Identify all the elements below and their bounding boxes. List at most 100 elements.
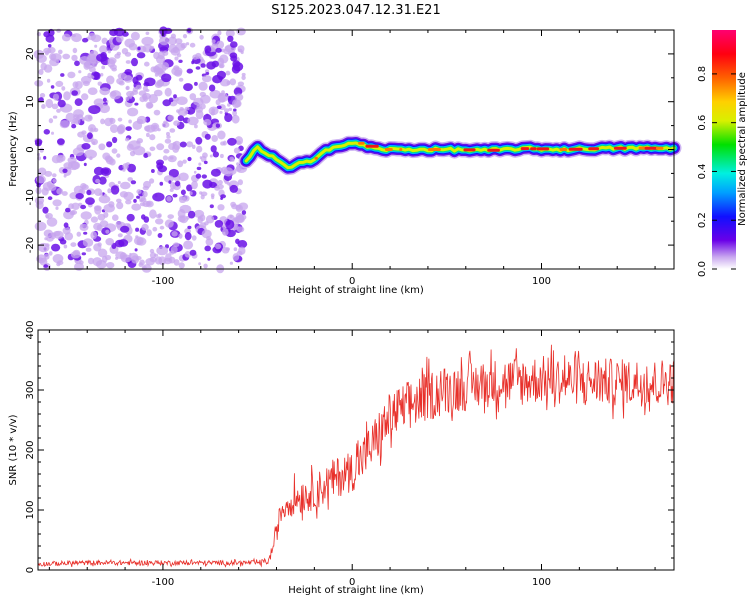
spectrogram-noise-blob <box>129 92 133 96</box>
spectrogram-noise-blob <box>56 188 64 195</box>
spectrogram-noise-blob <box>177 115 185 122</box>
spectrogram-noise-blob <box>174 56 179 61</box>
spectrogram-noise-blob <box>107 49 112 54</box>
spectrogram-noise-blob <box>164 87 172 97</box>
spectrogram-noise-blob <box>174 38 183 45</box>
spectrogram-peak <box>365 144 379 148</box>
spectrogram-noise-blob <box>236 162 240 166</box>
spectrogram-noise-blob <box>125 126 132 131</box>
spectrogram-noise-blob <box>233 247 238 252</box>
spectrogram-noise-blob <box>106 262 115 269</box>
snr-ytick-label: 400 <box>25 320 36 339</box>
spectrogram-peak <box>463 148 476 152</box>
spectrogram-noise-blob <box>142 185 149 191</box>
spectrogram-noise-blob <box>131 57 138 67</box>
spectrogram-noise-blob <box>98 176 107 185</box>
spectrogram-noise-blob <box>214 186 221 191</box>
spectrogram-noise-blob <box>36 54 47 63</box>
spectrogram-noise-blob <box>159 36 170 46</box>
spectrogram-noise-blob <box>235 204 242 211</box>
spectrogram-noise-blob <box>211 39 216 44</box>
spectrogram-noise-blob <box>127 223 131 228</box>
spectrogram-noise-blob <box>152 226 158 232</box>
spectrogram-noise-blob <box>162 155 168 161</box>
spectrogram-noise-blob <box>205 72 210 75</box>
spectrogram-noise-blob <box>150 122 160 132</box>
spectrogram-noise-blob <box>52 199 62 207</box>
spectrogram-noise-blob <box>55 206 59 210</box>
figure-title: S125.2023.047.12.31.E21 <box>271 3 440 18</box>
spectrogram-noise-blob <box>177 215 186 223</box>
spectrogram-noise-blob <box>153 109 161 116</box>
spectrogram-noise-blob <box>200 63 206 68</box>
spectrogram-noise-blob <box>100 72 104 77</box>
spectrogram-peak <box>399 148 403 151</box>
spectrogram-noise-blob <box>146 201 152 206</box>
spectrogram-noise-blob <box>101 255 108 263</box>
spectrogram-noise-blob <box>68 160 80 171</box>
spectrogram-noise-blob <box>120 225 130 233</box>
spectrogram-noise-blob <box>117 124 126 134</box>
spectrogram-noise-blob <box>178 59 183 63</box>
spectrogram-noise-blob <box>149 256 157 263</box>
spectrogram-noise-blob <box>88 105 101 115</box>
snr-ytick-label: 100 <box>25 500 36 519</box>
spectrogram-noise-blob <box>57 138 65 146</box>
snr-ytick-label: 300 <box>25 380 36 399</box>
spectrogram-noise-blob <box>136 115 147 125</box>
spectrogram-noise-blob <box>65 207 71 213</box>
spectrogram-noise-blob <box>144 61 150 67</box>
spectrogram-noise-blob <box>191 180 198 190</box>
spectrogram-noise-blob <box>89 66 96 73</box>
spectrogram-noise-blob <box>237 179 243 186</box>
spectrogram-noise-blob <box>50 85 55 89</box>
spectrogram-noise-blob <box>85 197 95 205</box>
spectrogram-noise-blob <box>203 263 208 269</box>
spectrogram-noise-blob <box>172 193 178 198</box>
spectrogram-noise-blob <box>151 169 155 173</box>
spectrogram-ytick-label: 10 <box>25 95 36 108</box>
spectrogram-noise-blob <box>60 73 65 77</box>
spectrogram-noise-blob <box>56 28 62 33</box>
spectrogram-noise-blob <box>43 264 49 268</box>
spectrogram-noise-blob <box>203 119 212 126</box>
spectrogram-noise-blob <box>79 56 90 65</box>
snr-background <box>38 330 674 570</box>
spectrogram-noise-blob <box>72 147 84 157</box>
spectrogram-noise-blob <box>196 145 203 153</box>
spectrogram-noise-blob <box>63 244 68 249</box>
spectrogram-noise-blob <box>228 107 233 111</box>
spectrogram-noise-blob <box>115 35 124 43</box>
spectrogram-noise-blob <box>57 260 64 266</box>
spectrogram-noise-blob <box>146 132 150 138</box>
spectrogram-noise-blob <box>198 262 202 266</box>
spectrogram-noise-blob <box>86 189 92 196</box>
spectrogram-noise-blob <box>155 218 164 225</box>
spectrogram-noise-blob <box>195 66 201 70</box>
spectrogram-peak <box>358 141 365 145</box>
spectrogram-noise-blob <box>105 229 110 234</box>
spectrogram-noise-blob <box>168 168 179 178</box>
spectrogram-noise-blob <box>43 129 50 135</box>
spectrogram-noise-blob <box>170 47 181 56</box>
spectrogram-noise-blob <box>125 96 130 102</box>
spectrogram-noise-blob <box>142 191 148 198</box>
spectrogram-noise-blob <box>127 107 139 117</box>
spectrogram-noise-blob <box>217 130 226 140</box>
spectrogram-noise-blob <box>116 51 122 56</box>
spectrogram-noise-blob <box>233 147 241 154</box>
spectrogram-noise-blob <box>45 212 53 219</box>
snr-series-line <box>37 344 675 568</box>
snr-panel: -100 0 100 0 100 200 300 400 Height of straight… <box>8 320 675 596</box>
spectrogram-noise-blob <box>142 85 148 92</box>
spectrogram-noise-blob <box>187 116 199 126</box>
snr-ticks: -100 0 100 0 100 200 300 400 <box>25 320 674 588</box>
spectrogram-noise-blob <box>125 86 129 90</box>
spectrogram-noise-blob <box>149 134 156 141</box>
spectrogram-noise-blob <box>34 196 45 205</box>
spectrogram-noise-blob <box>145 101 153 109</box>
spectrogram-noise-blob <box>161 73 172 83</box>
spectrogram-noise-blob <box>59 154 66 162</box>
spectrogram-noise-blob <box>156 159 164 166</box>
